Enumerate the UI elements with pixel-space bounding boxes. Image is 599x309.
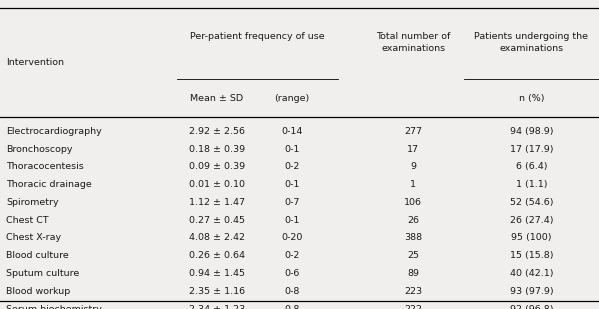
Text: 0-1: 0-1: [284, 216, 300, 225]
Text: 4.08 ± 2.42: 4.08 ± 2.42: [189, 233, 245, 243]
Text: n (%): n (%): [519, 94, 544, 103]
Text: 40 (42.1): 40 (42.1): [510, 269, 553, 278]
Text: 0-8: 0-8: [284, 304, 300, 309]
Text: 1.12 ± 1.47: 1.12 ± 1.47: [189, 198, 245, 207]
Text: 26 (27.4): 26 (27.4): [510, 216, 553, 225]
Text: 277: 277: [404, 127, 422, 136]
Text: 1 (1.1): 1 (1.1): [516, 180, 547, 189]
Text: 0-2: 0-2: [284, 162, 300, 171]
Text: 0.09 ± 0.39: 0.09 ± 0.39: [189, 162, 245, 171]
Text: (range): (range): [274, 94, 309, 103]
Text: 94 (98.9): 94 (98.9): [510, 127, 553, 136]
Text: 0-6: 0-6: [284, 269, 300, 278]
Text: 0.18 ± 0.39: 0.18 ± 0.39: [189, 145, 245, 154]
Text: Spirometry: Spirometry: [6, 198, 59, 207]
Text: 223: 223: [404, 287, 422, 296]
Text: 0-8: 0-8: [284, 287, 300, 296]
Text: Thoracic drainage: Thoracic drainage: [6, 180, 92, 189]
Text: 0.01 ± 0.10: 0.01 ± 0.10: [189, 180, 245, 189]
Text: Total number of
examinations: Total number of examinations: [376, 32, 450, 53]
Text: 0-7: 0-7: [284, 198, 300, 207]
Text: 93 (97.9): 93 (97.9): [510, 287, 553, 296]
Text: 0-20: 0-20: [281, 233, 302, 243]
Text: 25: 25: [407, 251, 419, 260]
Text: 92 (96.8): 92 (96.8): [510, 304, 553, 309]
Text: Chest X-ray: Chest X-ray: [6, 233, 61, 243]
Text: 6 (6.4): 6 (6.4): [516, 162, 547, 171]
Text: 388: 388: [404, 233, 422, 243]
Text: Bronchoscopy: Bronchoscopy: [6, 145, 72, 154]
Text: 2.92 ± 2.56: 2.92 ± 2.56: [189, 127, 245, 136]
Text: Mean ± SD: Mean ± SD: [190, 94, 243, 103]
Text: Patients undergoing the
examinations: Patients undergoing the examinations: [474, 32, 588, 53]
Text: Blood culture: Blood culture: [6, 251, 69, 260]
Text: Chest CT: Chest CT: [6, 216, 49, 225]
Text: Per-patient frequency of use: Per-patient frequency of use: [190, 32, 325, 41]
Text: 9: 9: [410, 162, 416, 171]
Text: Sputum culture: Sputum culture: [6, 269, 79, 278]
Text: 0-14: 0-14: [281, 127, 302, 136]
Text: 0.26 ± 0.64: 0.26 ± 0.64: [189, 251, 245, 260]
Text: 222: 222: [404, 304, 422, 309]
Text: 0-2: 0-2: [284, 251, 300, 260]
Text: 2.34 ± 1.23: 2.34 ± 1.23: [189, 304, 245, 309]
Text: 15 (15.8): 15 (15.8): [510, 251, 553, 260]
Text: Blood workup: Blood workup: [6, 287, 70, 296]
Text: 17 (17.9): 17 (17.9): [510, 145, 553, 154]
Text: 95 (100): 95 (100): [511, 233, 552, 243]
Text: 52 (54.6): 52 (54.6): [510, 198, 553, 207]
Text: 1: 1: [410, 180, 416, 189]
Text: Thoracocentesis: Thoracocentesis: [6, 162, 84, 171]
Text: 106: 106: [404, 198, 422, 207]
Text: Serum biochemistry: Serum biochemistry: [6, 304, 102, 309]
Text: 17: 17: [407, 145, 419, 154]
Text: 89: 89: [407, 269, 419, 278]
Text: 0.27 ± 0.45: 0.27 ± 0.45: [189, 216, 245, 225]
Text: 0-1: 0-1: [284, 145, 300, 154]
Text: 26: 26: [407, 216, 419, 225]
Text: 0-1: 0-1: [284, 180, 300, 189]
Text: 2.35 ± 1.16: 2.35 ± 1.16: [189, 287, 245, 296]
Text: Intervention: Intervention: [6, 58, 64, 67]
Text: Electrocardiography: Electrocardiography: [6, 127, 102, 136]
Text: 0.94 ± 1.45: 0.94 ± 1.45: [189, 269, 245, 278]
